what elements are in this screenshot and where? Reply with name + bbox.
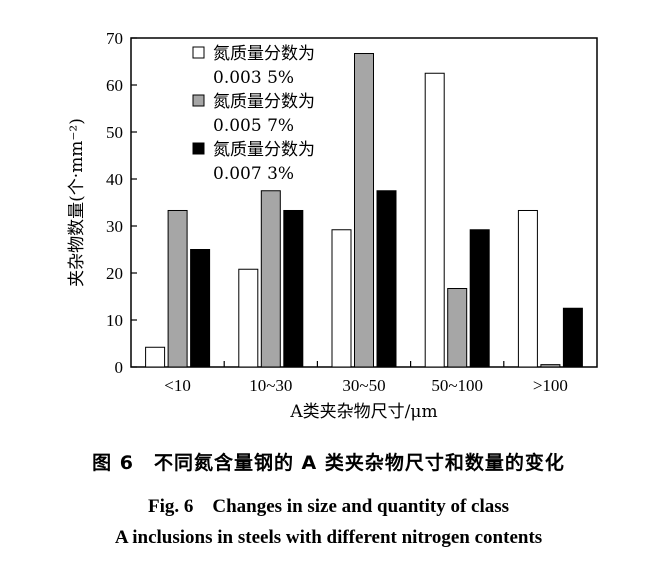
bar (283, 209, 304, 368)
legend-label-line2: 0.003 5% (213, 68, 294, 88)
y-tick-label: 30 (106, 217, 123, 236)
bar (354, 53, 374, 368)
legend-label-line2: 0.007 3% (213, 164, 294, 184)
y-tick-label: 40 (106, 170, 123, 189)
bar (238, 268, 259, 368)
x-tick-label: >100 (533, 376, 568, 395)
bars-group (145, 53, 583, 368)
legend: 氮质量分数为 0.003 5% 氮质量分数为 0.005 7% 氮质量分数为 0.007 … (192, 44, 315, 184)
bar (424, 72, 445, 368)
legend-label-line1: 氮质量分数为 (213, 44, 315, 64)
bar (331, 229, 352, 368)
x-tick-label: 50~100 (431, 376, 483, 395)
bar (447, 288, 468, 368)
bar (540, 364, 561, 368)
y-tick-label: 10 (106, 311, 123, 330)
legend-swatch (192, 46, 205, 59)
bar (376, 190, 397, 368)
figure-caption-english-line2: A inclusions in steels with different ni… (114, 527, 543, 548)
x-axis-ticks: <10 10~30 30~50 50~100 >100 (164, 361, 568, 395)
x-tick-label: 10~30 (249, 376, 292, 395)
y-tick-label: 70 (106, 29, 123, 48)
y-tick-label: 20 (106, 264, 123, 283)
x-axis-title: A类夹杂物尺寸/μm (289, 402, 437, 422)
y-axis-title: 夹杂物数量(个·mm⁻²) (67, 118, 87, 287)
legend-label-line2: 0.005 7% (213, 116, 294, 136)
legend-label-line1: 氮质量分数为 (213, 140, 315, 160)
legend-swatch (192, 142, 205, 155)
bar (167, 209, 188, 368)
bar (562, 307, 583, 368)
y-axis-ticks: 0 10 20 30 40 50 60 70 (106, 29, 137, 377)
x-tick-label: 30~50 (342, 376, 385, 395)
figure-caption-chinese: 图 6 不同氮含量钢的 A 类夹杂物尺寸和数量的变化 (92, 452, 565, 474)
legend-label-line1: 氮质量分数为 (213, 92, 315, 112)
bar (145, 346, 166, 368)
bar (517, 209, 538, 368)
y-tick-label: 0 (115, 358, 124, 377)
x-tick-label: <10 (164, 376, 191, 395)
legend-swatch (192, 94, 205, 107)
bar (190, 249, 211, 368)
bar (469, 229, 490, 368)
bar (260, 190, 281, 368)
figure-caption-english-line1: Fig. 6 Changes in size and quantity of c… (147, 496, 510, 517)
y-tick-label: 60 (106, 76, 123, 95)
y-tick-label: 50 (106, 123, 123, 142)
